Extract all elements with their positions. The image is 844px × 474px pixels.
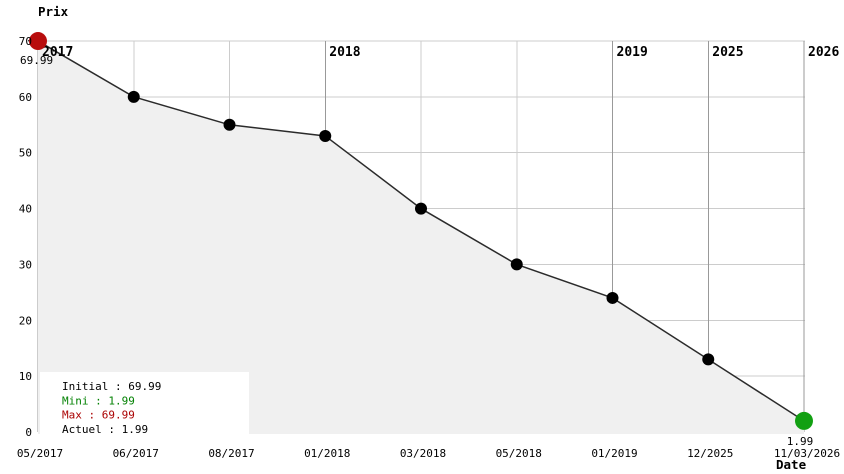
initial-price-label: 69.99 (20, 54, 53, 67)
x-axis-title: Date (776, 457, 807, 472)
price-point (127, 90, 140, 103)
x-tick-label: 11/03/2026 (774, 447, 840, 460)
x-tick-label: 01/2018 (304, 447, 350, 460)
area-fill (38, 41, 804, 435)
year-label: 2018 (329, 45, 360, 60)
price-point (415, 202, 427, 215)
x-tick-label: 05/2017 (17, 447, 63, 460)
year-label: 2025 (712, 45, 743, 60)
x-tick-label: 01/2019 (591, 447, 637, 460)
x-tick-label: 08/2017 (208, 447, 254, 460)
legend-item: Mini : 1.99 (62, 394, 135, 407)
y-tick-label: 60 (19, 91, 32, 104)
year-label: 2026 (808, 45, 839, 60)
year-label: 2019 (617, 45, 648, 60)
x-tick-label: 05/2018 (496, 447, 542, 460)
x-tick-label: 03/2018 (400, 447, 446, 460)
y-tick-label: 50 (19, 147, 32, 160)
price-point (319, 129, 332, 142)
legend-box (40, 372, 249, 436)
legend-item: Max : 69.99 (62, 409, 135, 422)
y-tick-label: 70 (19, 35, 32, 48)
legend-item: Actuel : 1.99 (62, 423, 148, 436)
price-point (702, 353, 715, 366)
y-tick-label: 20 (19, 314, 32, 327)
x-tick-label: 12/2025 (687, 447, 733, 460)
y-tick-label: 10 (19, 370, 32, 383)
y-axis-title: Prix (38, 4, 69, 19)
y-tick-label: 40 (19, 203, 32, 216)
x-tick-label: 06/2017 (113, 447, 159, 460)
y-tick-label: 0 (25, 426, 32, 439)
year-label: 2017 (42, 45, 73, 60)
current-price-point (795, 411, 813, 430)
max-price-point (29, 32, 47, 51)
current-price-label: 1.99 (787, 435, 814, 448)
legend-item: Initial : 69.99 (62, 380, 161, 393)
y-tick-label: 30 (19, 258, 32, 271)
price-point (223, 118, 236, 131)
price-point (606, 291, 619, 304)
price-point (510, 258, 523, 271)
